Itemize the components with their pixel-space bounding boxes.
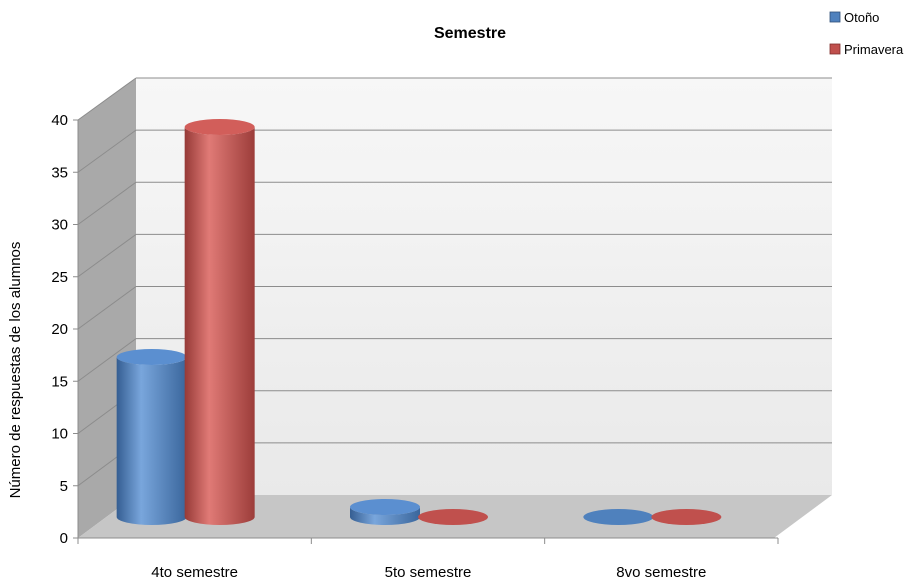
y-axis-label: Número de respuestas de los alumnos	[7, 242, 24, 499]
legend-label-otono: Otoño	[844, 10, 879, 25]
bar-top	[583, 509, 654, 525]
bar-primavera-1	[418, 509, 488, 525]
bar-primavera-0	[184, 119, 255, 525]
gridline-side	[77, 181, 137, 225]
bar-top	[184, 119, 255, 135]
y-tick-label: 25	[51, 269, 68, 286]
bar-top	[418, 509, 488, 525]
x-tick-label: 8vo semestre	[616, 564, 706, 581]
bar-body	[184, 127, 255, 525]
gridline-side	[77, 77, 137, 121]
chart-title: Semestre	[434, 25, 506, 42]
gridline-side	[77, 129, 137, 173]
y-tick-label: 0	[60, 530, 68, 547]
y-tick-label: 10	[51, 426, 68, 443]
y-tick-label: 20	[51, 321, 68, 338]
y-tick-label: 15	[51, 373, 68, 390]
bar-otoño-2	[583, 509, 654, 525]
legend-label-primavera: Primavera	[844, 42, 904, 57]
legend-swatch-otono	[829, 11, 841, 23]
bars	[116, 119, 722, 525]
gridline-side	[77, 233, 137, 278]
y-tick-label: 5	[60, 478, 68, 495]
bar-primavera-2	[651, 509, 722, 525]
gridline-side	[77, 286, 137, 330]
y-ticks: 0 5 10 15 20 25 30 35 40	[51, 112, 78, 547]
y-tick-label: 40	[51, 112, 68, 129]
x-tick-label: 5to semestre	[385, 564, 472, 581]
x-tick-label: 4to semestre	[151, 564, 238, 581]
y-tick-label: 35	[51, 164, 68, 181]
bar-body	[350, 507, 420, 525]
legend-swatch-primavera	[829, 43, 841, 55]
gridline-side	[77, 338, 137, 382]
x-ticks: 4to semestre 5to semestre 8vo semestre	[77, 538, 779, 581]
bar-top	[116, 349, 187, 365]
bar-top	[651, 509, 722, 525]
bar-top	[350, 499, 420, 515]
bar-otoño-1	[350, 499, 420, 525]
y-tick-label: 30	[51, 217, 68, 234]
bar-body	[116, 357, 187, 525]
bar-otoño-0	[116, 349, 187, 525]
legend: Otoño Primavera	[829, 10, 904, 57]
